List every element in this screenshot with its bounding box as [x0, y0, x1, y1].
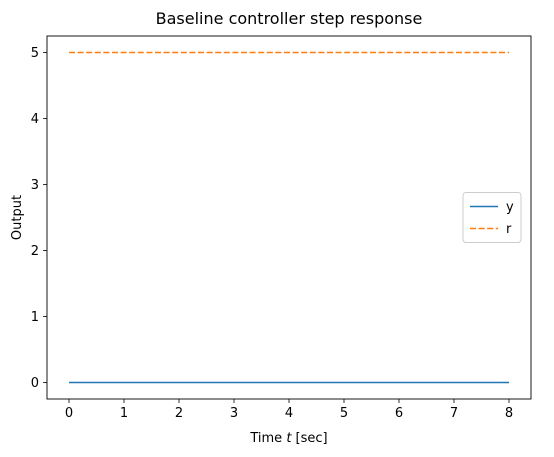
plot-area: 0 1 2 3 4 5 6 7 8 0 1 2 3 4 5	[31, 35, 532, 421]
x-tick-label: 3	[230, 406, 238, 421]
y-tick-label: 1	[31, 310, 39, 325]
x-axis-label-variable: t	[286, 431, 292, 446]
x-tick-label: 1	[120, 406, 128, 421]
y-tick-label: 5	[31, 46, 39, 61]
y-tick-label: 3	[31, 178, 39, 193]
legend-box	[462, 192, 522, 243]
chart-title: Baseline controller step response	[156, 9, 423, 28]
x-tick-label: 8	[505, 406, 513, 421]
legend-entries: yr	[470, 200, 514, 237]
x-tick-label: 5	[340, 406, 348, 421]
x-tick-label: 4	[285, 406, 293, 421]
x-axis-ticks: 0 1 2 3 4 5 6 7 8	[65, 399, 513, 421]
legend-label-y: y	[506, 200, 514, 215]
x-axis-label-suffix: [sec]	[291, 431, 327, 446]
y-axis-label: Output	[10, 195, 25, 240]
y-tick-label: 4	[31, 112, 39, 127]
x-tick-label: 6	[395, 406, 403, 421]
y-tick-label: 2	[31, 244, 39, 259]
x-tick-label: 0	[65, 406, 73, 421]
x-axis-label: Time t [sec]	[249, 431, 327, 446]
y-tick-label: 0	[31, 376, 39, 391]
legend: yr	[462, 192, 522, 243]
legend-label-r: r	[506, 222, 512, 237]
y-axis-ticks: 0 1 2 3 4 5	[31, 46, 47, 391]
x-axis-label-prefix: Time	[249, 431, 286, 446]
x-tick-label: 2	[175, 406, 183, 421]
axes-frame	[46, 35, 532, 400]
series-layer	[69, 51, 509, 384]
x-tick-label: 7	[450, 406, 458, 421]
